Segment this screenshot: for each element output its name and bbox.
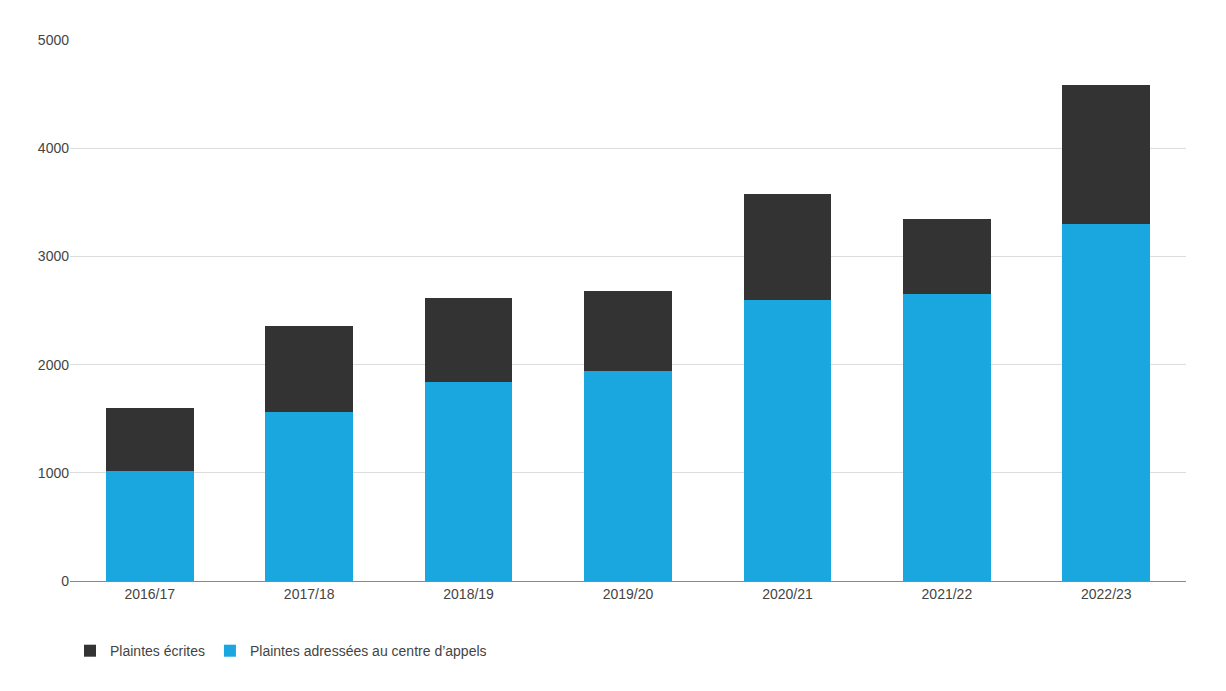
svg-text:5000: 5000 [38, 32, 69, 48]
svg-text:2017/18: 2017/18 [284, 586, 335, 602]
svg-text:Plaintes adressées au centre d: Plaintes adressées au centre d’appels [250, 643, 487, 659]
svg-text:1000: 1000 [38, 465, 69, 481]
svg-text:4000: 4000 [38, 140, 69, 156]
svg-text:0: 0 [61, 573, 69, 589]
svg-text:2018/19: 2018/19 [443, 586, 494, 602]
svg-text:3000: 3000 [38, 248, 69, 264]
svg-text:2000: 2000 [38, 357, 69, 373]
svg-text:2021/22: 2021/22 [922, 586, 973, 602]
svg-text:Plaintes écrites: Plaintes écrites [110, 643, 205, 659]
svg-text:2022/23: 2022/23 [1081, 586, 1132, 602]
svg-text:2019/20: 2019/20 [603, 586, 654, 602]
svg-text:2020/21: 2020/21 [762, 586, 813, 602]
svg-text:2016/17: 2016/17 [124, 586, 175, 602]
